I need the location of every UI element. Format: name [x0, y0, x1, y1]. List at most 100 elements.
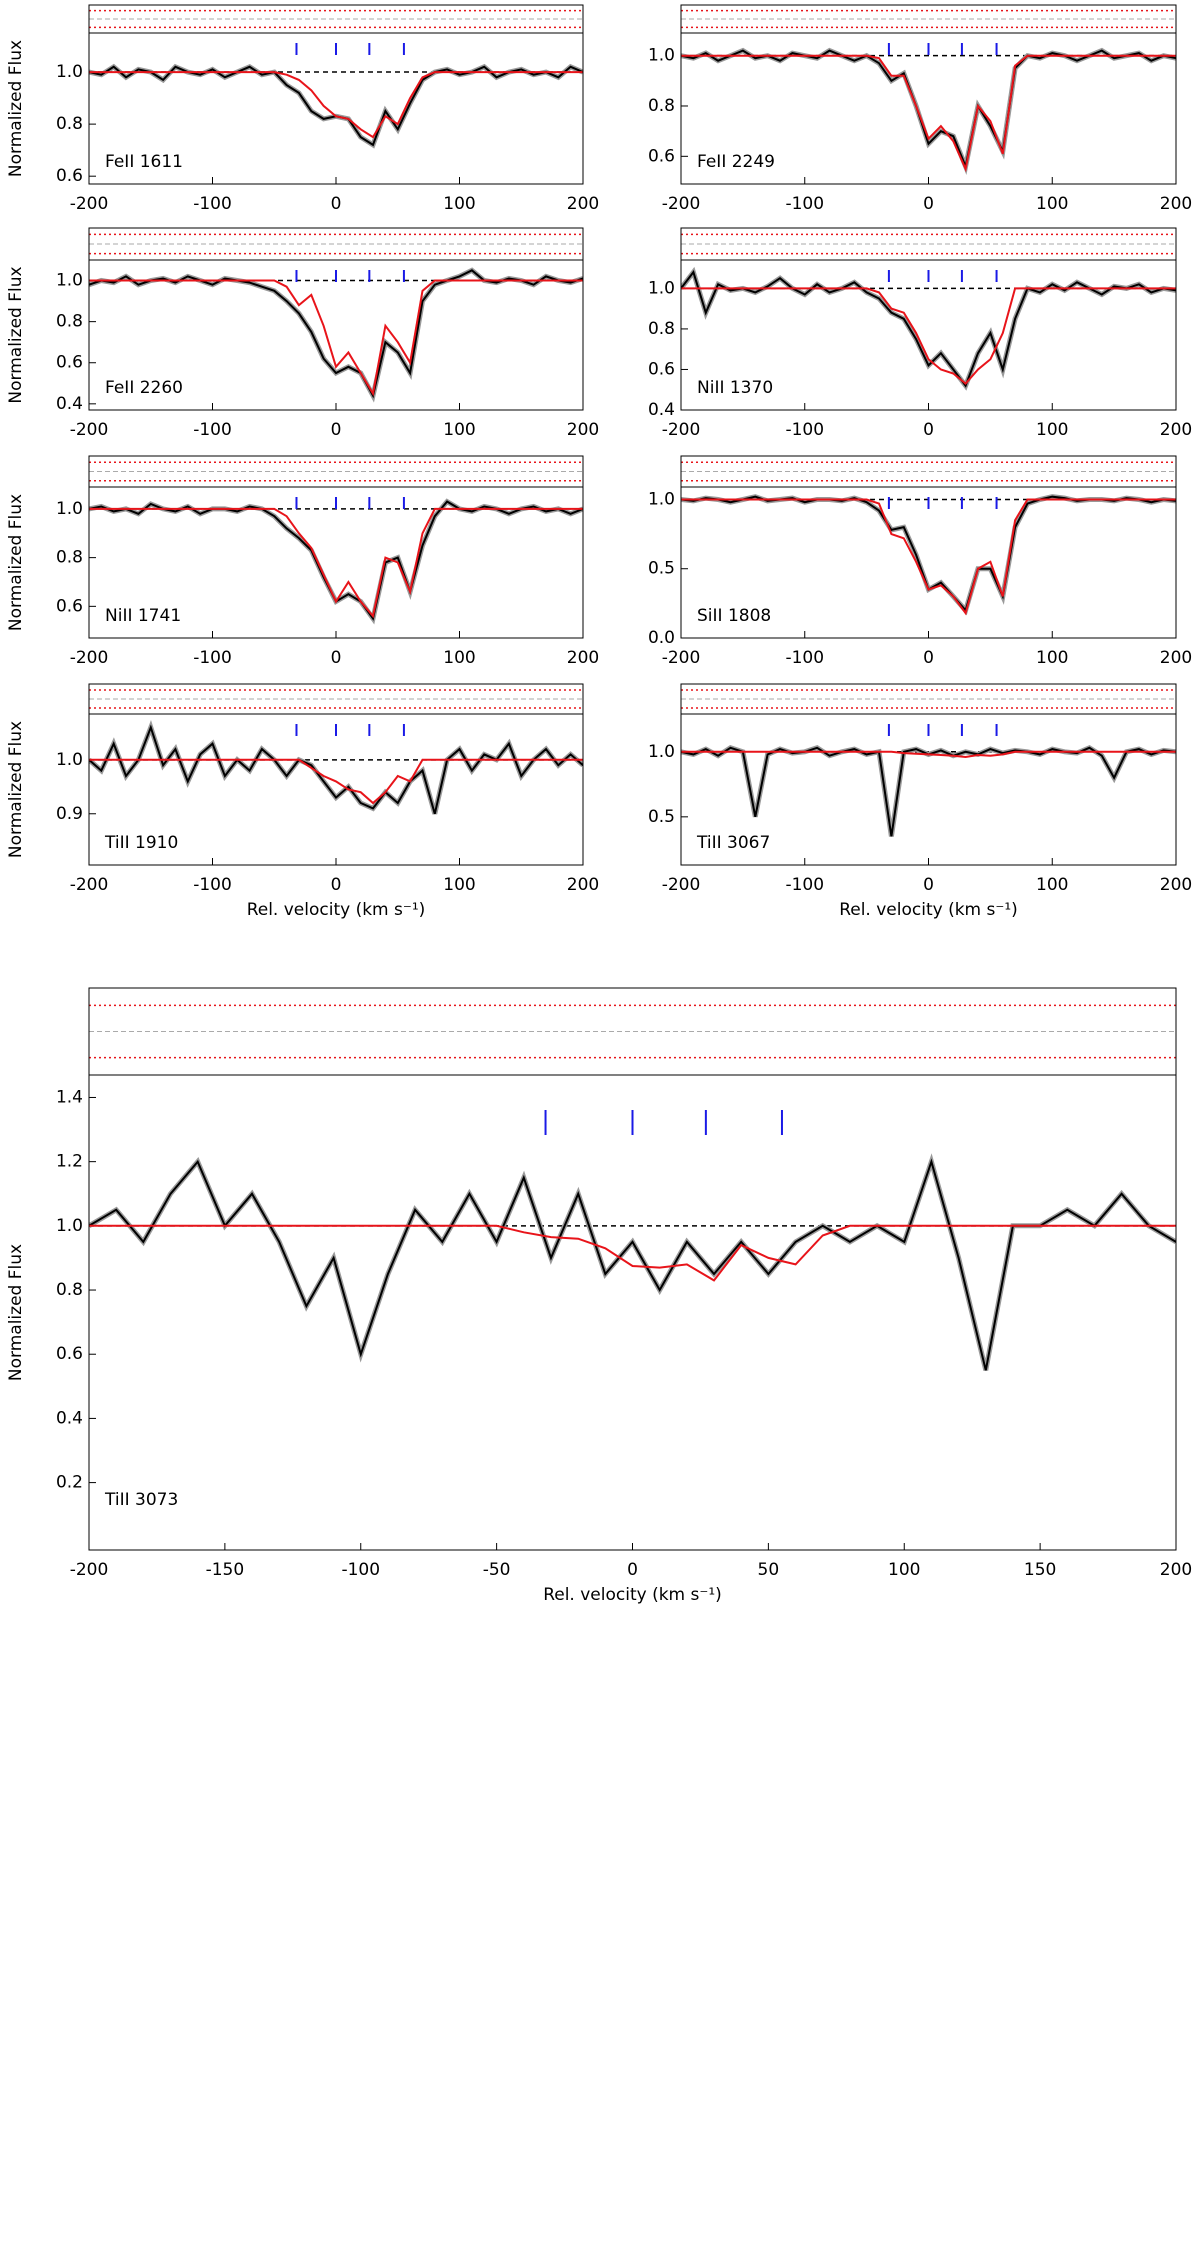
flux-line — [681, 746, 1176, 837]
y-tick-label: 0.4 — [56, 394, 83, 414]
x-tick-label: 100 — [1036, 420, 1068, 440]
x-tick-label: 0 — [923, 420, 934, 440]
x-tick-label: 200 — [567, 648, 599, 668]
x-tick-label: 0 — [627, 1560, 638, 1580]
x-tick-label: 100 — [443, 648, 475, 668]
x-tick-label: 100 — [1036, 194, 1068, 214]
x-tick-label: -100 — [785, 875, 824, 895]
plot-frame — [680, 486, 1177, 639]
x-tick-label: -200 — [70, 194, 109, 214]
flux-line — [681, 495, 1176, 613]
x-axis-label: Rel. velocity (km s⁻¹) — [543, 1585, 722, 1605]
y-tick-label: 0.8 — [56, 1280, 83, 1300]
x-tick-label: -50 — [483, 1560, 511, 1580]
ion-label: FeII 1611 — [105, 152, 183, 172]
y-tick-label: 0.6 — [56, 1344, 83, 1364]
y-tick-label: 1.0 — [56, 1216, 83, 1236]
x-tick-label: 0 — [331, 648, 342, 668]
ion-label: NiII 1741 — [105, 606, 181, 626]
plot-frame — [680, 32, 1177, 185]
flux-line — [681, 49, 1176, 170]
x-tick-label: 200 — [1160, 648, 1192, 668]
x-tick-label: 0 — [331, 875, 342, 895]
plot-frame — [88, 486, 584, 639]
ion-label: TiII 3067 — [696, 833, 770, 853]
y-tick-label: 0.4 — [648, 400, 675, 420]
y-tick-label: 0.0 — [648, 628, 675, 648]
x-tick-label: -100 — [785, 194, 824, 214]
y-tick-label: 1.0 — [648, 489, 675, 509]
x-axis-label: Rel. velocity (km s⁻¹) — [839, 900, 1018, 920]
model-line — [89, 507, 583, 619]
x-tick-label: -100 — [785, 648, 824, 668]
y-tick-label: 0.5 — [648, 559, 675, 579]
x-tick-label: -200 — [662, 194, 701, 214]
y-axis-label: Normalized Flux — [6, 1244, 26, 1381]
ion-label: FeII 2260 — [105, 378, 183, 398]
y-tick-label: 0.8 — [56, 548, 83, 568]
y-axis-label: Normalized Flux — [6, 721, 26, 858]
ion-label: TiII 1910 — [104, 833, 178, 853]
y-tick-label: 1.2 — [56, 1152, 83, 1172]
x-tick-label: -200 — [70, 1560, 109, 1580]
y-tick-label: 0.5 — [648, 807, 675, 827]
y-tick-label: 0.8 — [648, 96, 675, 116]
y-tick-label: 1.0 — [648, 278, 675, 298]
plot-frame — [88, 713, 584, 866]
x-tick-label: -200 — [70, 875, 109, 895]
y-tick-label: 1.0 — [56, 271, 83, 291]
x-tick-label: -200 — [662, 420, 701, 440]
x-axis-label: Rel. velocity (km s⁻¹) — [247, 900, 426, 920]
x-tick-label: -200 — [662, 875, 701, 895]
y-tick-label: 0.2 — [56, 1473, 83, 1493]
x-tick-label: -100 — [193, 648, 232, 668]
x-tick-label: 100 — [1036, 875, 1068, 895]
x-tick-label: 200 — [1160, 1560, 1192, 1580]
ion-label: TiII 3073 — [104, 1490, 178, 1510]
y-tick-label: 0.8 — [56, 312, 83, 332]
x-tick-label: 100 — [443, 194, 475, 214]
x-tick-label: -100 — [193, 420, 232, 440]
y-tick-label: 1.0 — [648, 742, 675, 762]
y-tick-label: 1.0 — [648, 46, 675, 66]
error-band — [89, 720, 583, 815]
x-tick-label: 0 — [923, 648, 934, 668]
y-tick-label: 1.4 — [56, 1087, 83, 1107]
model-line — [681, 498, 1176, 616]
model-line — [681, 287, 1176, 385]
x-tick-label: -200 — [662, 648, 701, 668]
x-tick-label: 100 — [443, 420, 475, 440]
flux-line — [89, 724, 583, 815]
x-tick-label: -200 — [70, 648, 109, 668]
x-tick-label: 100 — [443, 875, 475, 895]
x-tick-label: 200 — [567, 875, 599, 895]
x-tick-label: 200 — [567, 420, 599, 440]
model-line — [89, 758, 583, 805]
error-band — [681, 47, 1176, 175]
x-tick-label: 200 — [567, 194, 599, 214]
plot-frame — [88, 1074, 1177, 1551]
x-tick-label: -100 — [193, 875, 232, 895]
error-band — [89, 267, 583, 403]
x-tick-label: 50 — [758, 1560, 780, 1580]
y-tick-label: 1.0 — [56, 62, 83, 82]
y-tick-label: 1.0 — [56, 750, 83, 770]
x-tick-label: 200 — [1160, 194, 1192, 214]
x-tick-label: 0 — [923, 875, 934, 895]
flux-line — [89, 65, 583, 147]
model-line — [681, 54, 1176, 173]
flux-line — [89, 269, 583, 399]
y-tick-label: 1.0 — [56, 499, 83, 519]
model-line — [89, 71, 583, 139]
x-tick-label: 150 — [1024, 1560, 1056, 1580]
y-tick-label: 0.6 — [56, 353, 83, 373]
y-tick-label: 0.8 — [648, 319, 675, 339]
y-tick-label: 0.8 — [56, 114, 83, 134]
error-band — [681, 744, 1176, 837]
model-line — [681, 750, 1176, 759]
x-tick-label: -100 — [785, 420, 824, 440]
y-axis-label: Normalized Flux — [6, 266, 26, 403]
y-tick-label: 0.6 — [648, 359, 675, 379]
x-tick-label: 0 — [923, 194, 934, 214]
